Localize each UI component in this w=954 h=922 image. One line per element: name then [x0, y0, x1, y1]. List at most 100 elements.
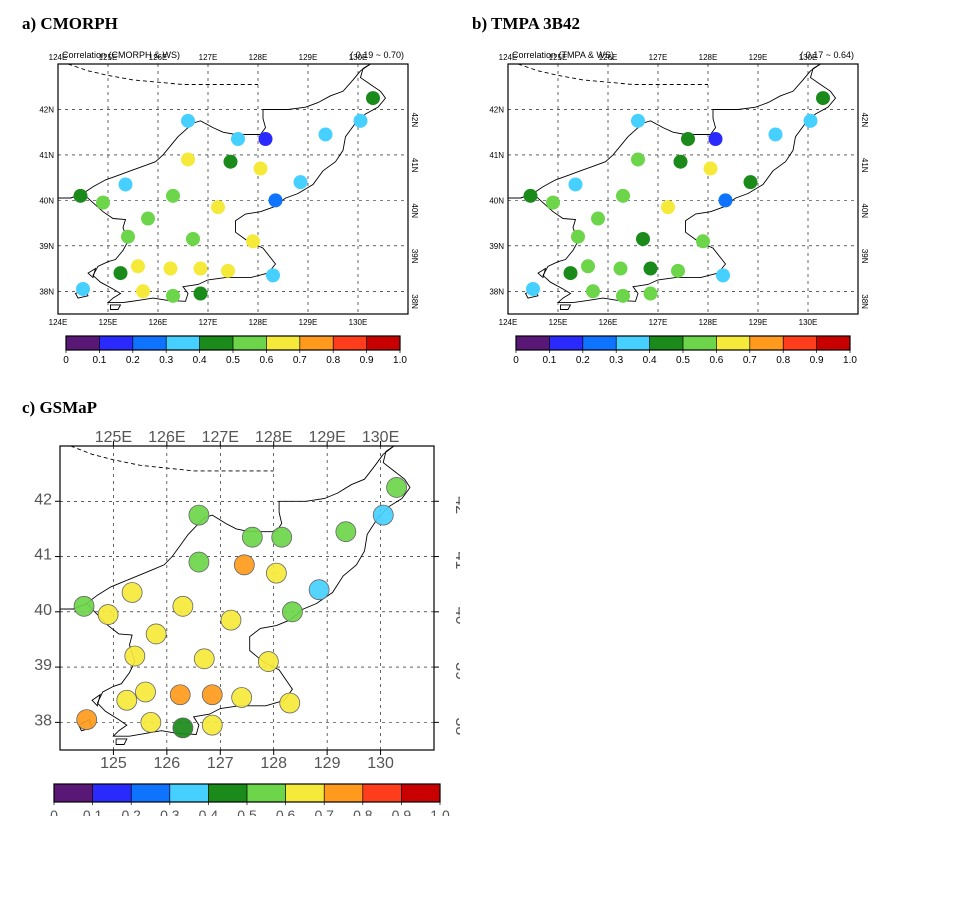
svg-text:38N: 38N	[860, 294, 869, 309]
svg-text:39N: 39N	[410, 249, 419, 264]
svg-text:41N: 41N	[410, 158, 419, 173]
svg-text:0.4: 0.4	[199, 807, 219, 816]
svg-text:40N: 40N	[489, 196, 504, 205]
svg-text:40: 40	[452, 607, 460, 625]
svg-text:0.6: 0.6	[276, 807, 296, 816]
svg-text:38: 38	[452, 717, 460, 735]
tmpa-map: Correlation (TMPA & WS)( 0.17 ~ 0.64)124…	[472, 42, 886, 370]
svg-text:129E: 129E	[749, 53, 768, 62]
svg-text:125E: 125E	[99, 318, 118, 327]
svg-text:0.6: 0.6	[259, 355, 273, 366]
svg-text:128E: 128E	[699, 318, 718, 327]
svg-text:0.4: 0.4	[193, 355, 207, 366]
svg-text:0.5: 0.5	[237, 807, 257, 816]
svg-text:126E: 126E	[149, 53, 168, 62]
svg-text:0.1: 0.1	[542, 355, 556, 366]
svg-text:125: 125	[100, 755, 127, 772]
svg-text:1.0: 1.0	[430, 807, 450, 816]
svg-text:41: 41	[452, 552, 460, 570]
svg-text:42N: 42N	[489, 105, 504, 114]
svg-text:0.3: 0.3	[159, 355, 173, 366]
svg-text:126E: 126E	[149, 318, 168, 327]
svg-text:130: 130	[367, 755, 394, 772]
svg-text:38N: 38N	[39, 287, 54, 296]
svg-text:0.4: 0.4	[643, 355, 657, 366]
svg-text:38: 38	[34, 712, 52, 729]
svg-text:42N: 42N	[410, 112, 419, 127]
svg-text:124E: 124E	[49, 53, 68, 62]
panel-title: b) TMPA 3B42	[472, 14, 886, 34]
svg-text:128E: 128E	[699, 53, 718, 62]
svg-text:42N: 42N	[860, 112, 869, 127]
svg-text:0.7: 0.7	[314, 807, 334, 816]
svg-text:0.7: 0.7	[743, 355, 757, 366]
svg-text:128E: 128E	[249, 53, 268, 62]
svg-text:0.3: 0.3	[609, 355, 623, 366]
panel-title: c) GSMaP	[22, 398, 460, 418]
svg-text:0.8: 0.8	[326, 355, 340, 366]
svg-text:0.9: 0.9	[360, 355, 374, 366]
svg-text:125E: 125E	[549, 318, 568, 327]
cmorph-map: Correlation (CMORPH & WS)( 0.19 ~ 0.70)1…	[22, 42, 436, 370]
svg-text:124E: 124E	[499, 318, 518, 327]
svg-text:130E: 130E	[799, 318, 818, 327]
svg-text:126E: 126E	[599, 318, 618, 327]
svg-text:128: 128	[260, 755, 287, 772]
svg-text:0.2: 0.2	[126, 355, 140, 366]
svg-text:129E: 129E	[749, 318, 768, 327]
svg-text:39N: 39N	[860, 249, 869, 264]
svg-text:124E: 124E	[499, 53, 518, 62]
svg-text:0.5: 0.5	[226, 355, 240, 366]
svg-text:127E: 127E	[649, 53, 668, 62]
svg-text:40: 40	[34, 602, 52, 619]
svg-text:42: 42	[34, 491, 52, 508]
svg-text:0: 0	[50, 807, 58, 816]
svg-text:0.6: 0.6	[709, 355, 723, 366]
panel-title: a) CMORPH	[22, 14, 436, 34]
svg-text:127E: 127E	[199, 53, 218, 62]
svg-text:126E: 126E	[599, 53, 618, 62]
svg-text:127E: 127E	[649, 318, 668, 327]
svg-text:124E: 124E	[49, 318, 68, 327]
svg-text:41N: 41N	[39, 151, 54, 160]
svg-text:40N: 40N	[860, 203, 869, 218]
svg-text:38N: 38N	[489, 287, 504, 296]
svg-text:0.8: 0.8	[776, 355, 790, 366]
svg-text:129: 129	[314, 755, 341, 772]
svg-text:128E: 128E	[249, 318, 268, 327]
svg-text:42N: 42N	[39, 105, 54, 114]
svg-text:40N: 40N	[410, 203, 419, 218]
svg-text:130E: 130E	[349, 53, 368, 62]
svg-text:125E: 125E	[549, 53, 568, 62]
svg-text:0.2: 0.2	[121, 807, 141, 816]
svg-text:0.5: 0.5	[676, 355, 690, 366]
svg-text:0: 0	[513, 355, 519, 366]
svg-text:0.1: 0.1	[83, 807, 103, 816]
svg-text:129E: 129E	[299, 53, 318, 62]
svg-text:0.1: 0.1	[92, 355, 106, 366]
svg-text:0.9: 0.9	[810, 355, 824, 366]
svg-text:39: 39	[34, 657, 52, 674]
svg-text:41N: 41N	[489, 151, 504, 160]
svg-text:1.0: 1.0	[843, 355, 857, 366]
svg-text:40N: 40N	[39, 196, 54, 205]
svg-text:0.2: 0.2	[576, 355, 590, 366]
svg-text:39N: 39N	[39, 242, 54, 251]
svg-text:0.8: 0.8	[353, 807, 373, 816]
svg-text:127E: 127E	[199, 318, 218, 327]
svg-text:125E: 125E	[99, 53, 118, 62]
svg-text:0.9: 0.9	[392, 807, 412, 816]
svg-text:127: 127	[207, 755, 234, 772]
svg-text:41: 41	[34, 547, 52, 564]
svg-text:0.3: 0.3	[160, 807, 180, 816]
svg-text:38N: 38N	[410, 294, 419, 309]
svg-text:130E: 130E	[349, 318, 368, 327]
svg-text:126: 126	[154, 755, 181, 772]
svg-text:0: 0	[63, 355, 69, 366]
svg-text:42: 42	[452, 496, 460, 514]
svg-text:130E: 130E	[799, 53, 818, 62]
svg-text:1.0: 1.0	[393, 355, 407, 366]
svg-text:0.7: 0.7	[293, 355, 307, 366]
svg-text:39N: 39N	[489, 242, 504, 251]
svg-text:41N: 41N	[860, 158, 869, 173]
